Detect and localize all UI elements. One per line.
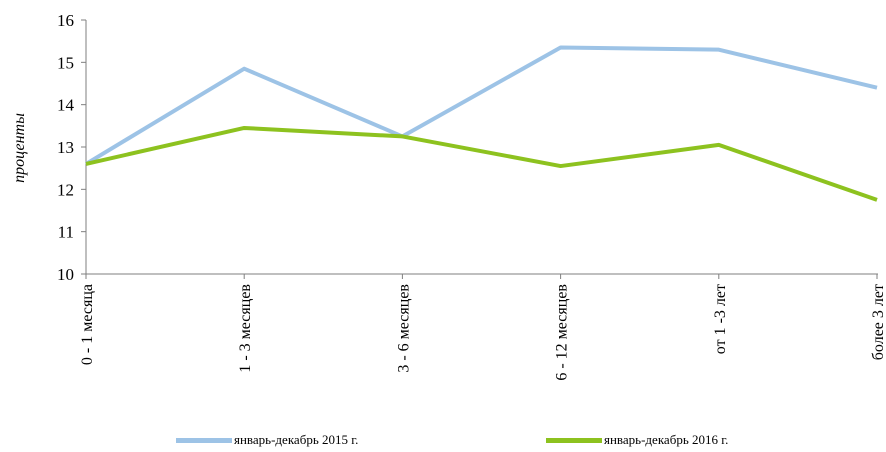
y-tick-label: 14 <box>57 96 75 115</box>
legend-item-2015: январь-декабрь 2015 г. <box>176 432 358 448</box>
legend-label-2015: январь-декабрь 2015 г. <box>234 432 359 447</box>
x-tick-label: 3 - 6 месяцев <box>395 284 412 373</box>
series-line-1 <box>85 125 878 202</box>
legend-label-2016: январь-декабрь 2016 г. <box>604 432 729 447</box>
x-tick-label: 1 - 3 месяцев <box>237 284 254 373</box>
y-axis-label: проценты <box>11 113 28 183</box>
y-tick-label: 12 <box>57 180 74 199</box>
y-tick-label: 10 <box>57 265 74 284</box>
y-tick-label: 13 <box>57 138 74 157</box>
x-tick-label: 6 - 12 месяцев <box>554 284 571 381</box>
x-axis-ticks: 0 - 1 месяца 1 - 3 месяцев 3 - 6 месяцев 6 … <box>79 274 886 381</box>
y-axis-ticks: 10 11 12 13 14 15 16 <box>57 11 86 284</box>
x-tick-label: от 1 -3 лет <box>712 284 729 354</box>
y-tick-label: 15 <box>57 53 74 72</box>
series-line-0 <box>84 45 878 166</box>
legend-swatch-2015 <box>176 437 232 443</box>
y-tick-label: 16 <box>57 11 74 30</box>
y-tick-label: 11 <box>58 223 74 242</box>
legend-swatch-2016 <box>546 437 602 443</box>
x-tick-label: более 3 лет <box>870 284 886 360</box>
series-lines <box>84 45 878 202</box>
legend: январь-декабрь 2015 г. январь-декабрь 20… <box>0 432 886 452</box>
legend-item-2016: январь-декабрь 2016 г. <box>546 432 728 448</box>
x-tick-label: 0 - 1 месяца <box>79 284 96 365</box>
